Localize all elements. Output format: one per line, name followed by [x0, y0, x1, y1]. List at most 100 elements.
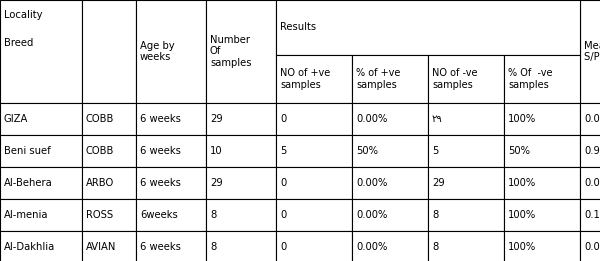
Text: 0.060: 0.060 — [584, 114, 600, 124]
Bar — [276, 0, 580, 55]
Bar — [580, 0, 600, 103]
Text: Number
Of
samples: Number Of samples — [210, 35, 251, 68]
Bar — [504, 231, 580, 261]
Bar — [580, 167, 600, 199]
Bar — [136, 135, 206, 167]
Text: Results: Results — [280, 22, 316, 33]
Text: 0.00%: 0.00% — [356, 242, 388, 252]
Text: ROSS: ROSS — [86, 210, 113, 220]
Text: ARBO: ARBO — [86, 178, 114, 188]
Text: 50%: 50% — [508, 146, 530, 156]
Text: 100%: 100% — [508, 210, 536, 220]
Text: 100%: 100% — [508, 242, 536, 252]
Bar — [580, 199, 600, 231]
Text: NO of -ve
samples: NO of -ve samples — [432, 68, 478, 90]
Text: 29: 29 — [210, 178, 223, 188]
Text: 0.141: 0.141 — [584, 210, 600, 220]
Text: 6 weeks: 6 weeks — [140, 146, 181, 156]
Bar — [352, 55, 428, 103]
Bar — [580, 103, 600, 135]
Text: 8: 8 — [432, 242, 438, 252]
Text: 50%: 50% — [356, 146, 378, 156]
Text: Beni suef: Beni suef — [4, 146, 51, 156]
Text: AVIAN: AVIAN — [86, 242, 116, 252]
Bar — [82, 199, 136, 231]
Text: 0: 0 — [280, 242, 286, 252]
Text: ٢٩: ٢٩ — [432, 114, 443, 124]
Bar — [82, 103, 136, 135]
Bar — [276, 135, 352, 167]
Bar — [504, 135, 580, 167]
Bar — [0, 0, 82, 103]
Bar — [206, 199, 276, 231]
Bar — [504, 103, 580, 135]
Text: Age by
weeks: Age by weeks — [140, 41, 175, 62]
Bar — [504, 55, 580, 103]
Bar — [428, 103, 504, 135]
Bar — [276, 103, 352, 135]
Bar — [352, 103, 428, 135]
Text: 6 weeks: 6 weeks — [140, 242, 181, 252]
Text: 0: 0 — [280, 210, 286, 220]
Text: 0: 0 — [280, 114, 286, 124]
Text: 6 weeks: 6 weeks — [140, 178, 181, 188]
Text: 0.00%: 0.00% — [356, 178, 388, 188]
Text: Al-Behera: Al-Behera — [4, 178, 53, 188]
Bar — [428, 167, 504, 199]
Bar — [206, 167, 276, 199]
Text: Al-Dakhlia: Al-Dakhlia — [4, 242, 55, 252]
Bar — [504, 199, 580, 231]
Bar — [82, 135, 136, 167]
Bar — [136, 103, 206, 135]
Text: % of +ve
samples: % of +ve samples — [356, 68, 400, 90]
Text: 8: 8 — [432, 210, 438, 220]
Text: GIZA: GIZA — [4, 114, 28, 124]
Text: 6weeks: 6weeks — [140, 210, 178, 220]
Bar — [428, 231, 504, 261]
Text: 8: 8 — [210, 210, 216, 220]
Text: Mean
S/P ratio: Mean S/P ratio — [584, 41, 600, 62]
Text: 5: 5 — [280, 146, 286, 156]
Text: COBB: COBB — [86, 114, 115, 124]
Bar — [0, 199, 82, 231]
Bar — [276, 231, 352, 261]
Bar — [352, 199, 428, 231]
Bar — [428, 199, 504, 231]
Bar — [428, 135, 504, 167]
Text: Breed: Breed — [4, 38, 34, 48]
Text: 29: 29 — [210, 114, 223, 124]
Text: 5: 5 — [432, 146, 439, 156]
Bar — [136, 231, 206, 261]
Bar — [206, 231, 276, 261]
Text: 100%: 100% — [508, 114, 536, 124]
Text: Locality: Locality — [4, 10, 43, 20]
Bar — [206, 103, 276, 135]
Text: 0.045: 0.045 — [584, 178, 600, 188]
Bar — [352, 231, 428, 261]
Text: Al-menia: Al-menia — [4, 210, 49, 220]
Bar — [276, 167, 352, 199]
Bar — [504, 167, 580, 199]
Text: 10: 10 — [210, 146, 223, 156]
Bar — [0, 167, 82, 199]
Bar — [352, 135, 428, 167]
Text: 6 weeks: 6 weeks — [140, 114, 181, 124]
Text: 0.018: 0.018 — [584, 242, 600, 252]
Text: 29: 29 — [432, 178, 445, 188]
Text: 8: 8 — [210, 242, 216, 252]
Bar — [82, 0, 136, 103]
Text: 0: 0 — [280, 178, 286, 188]
Text: COBB: COBB — [86, 146, 115, 156]
Bar — [82, 167, 136, 199]
Bar — [0, 231, 82, 261]
Text: 100%: 100% — [508, 178, 536, 188]
Bar — [82, 231, 136, 261]
Text: NO of +ve
samples: NO of +ve samples — [280, 68, 330, 90]
Bar — [352, 167, 428, 199]
Bar — [206, 135, 276, 167]
Text: 0.960: 0.960 — [584, 146, 600, 156]
Bar — [136, 167, 206, 199]
Bar — [0, 103, 82, 135]
Text: 0.00%: 0.00% — [356, 210, 388, 220]
Bar — [136, 0, 206, 103]
